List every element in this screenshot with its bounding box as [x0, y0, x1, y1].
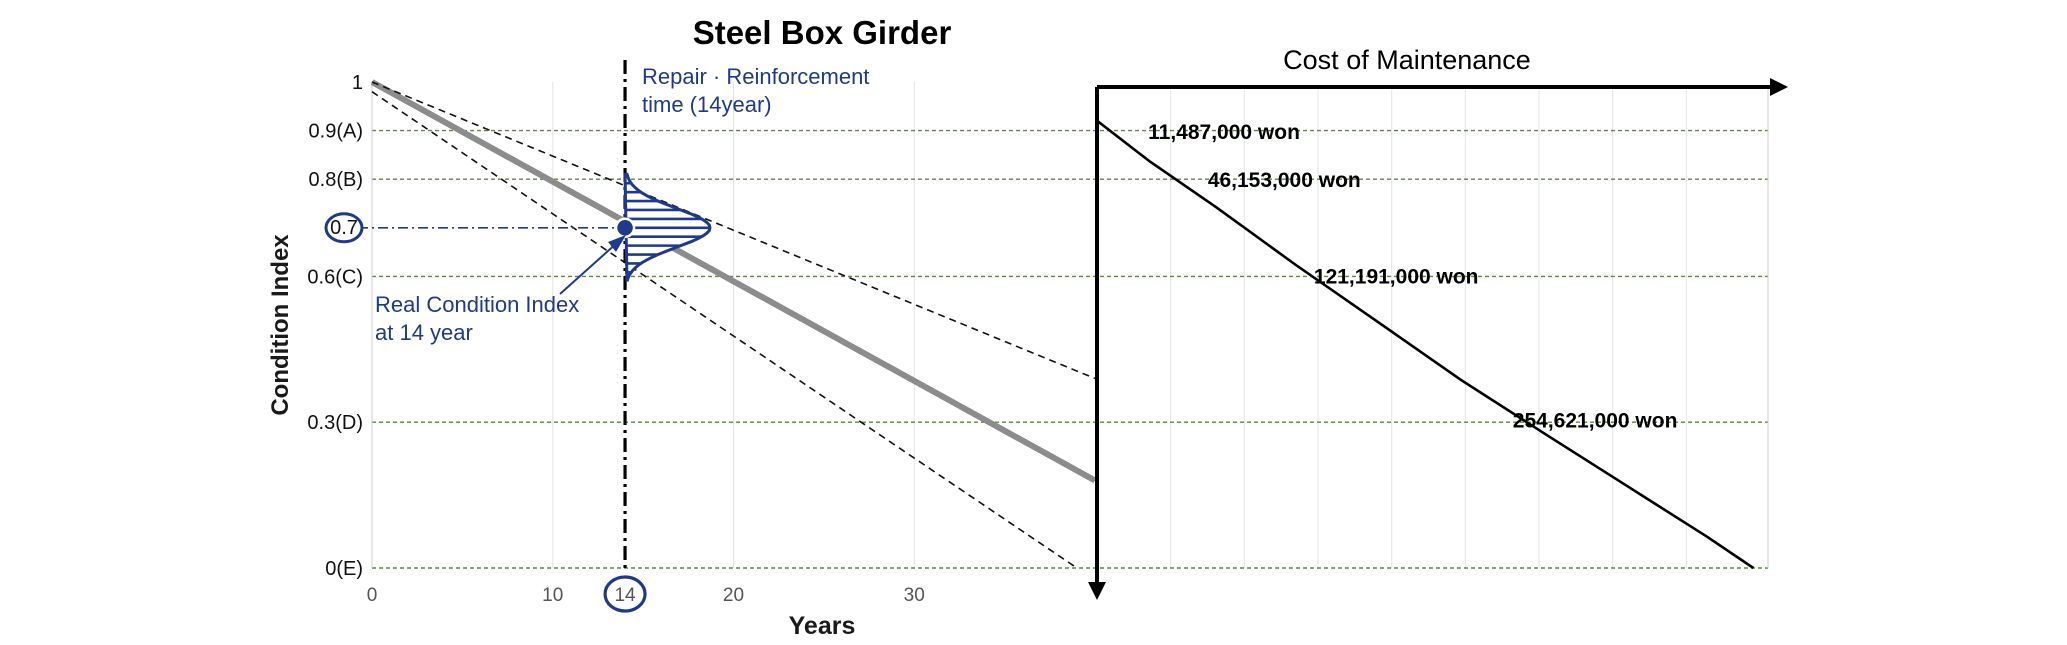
- grid-layer: [371, 82, 1769, 569]
- cost-data-label: 121,191,000 won: [1314, 265, 1479, 288]
- cost-data-label: 46,153,000 won: [1208, 169, 1361, 192]
- annotation-arrow: [559, 241, 619, 295]
- series-layer: [358, 60, 1097, 569]
- y-tick-label: 0.9(A): [309, 121, 363, 143]
- annotation-arrowhead: [608, 235, 626, 252]
- series-mean: [370, 79, 1097, 484]
- cost-chart-title: Cost of Maintenance: [1283, 45, 1531, 75]
- real-condition-point: [614, 217, 636, 239]
- series-upper-bound: [371, 81, 1096, 380]
- cost-axis-down-arrow: [1088, 582, 1106, 600]
- series-lower-bound: [371, 91, 1078, 569]
- x-tick-label: 0: [367, 585, 378, 606]
- repair-time-tick-circle: [603, 575, 647, 613]
- cost-data-label: 254,621,000 won: [1513, 410, 1678, 433]
- y-tick-label: 0.3(D): [307, 412, 363, 434]
- chart-title: Steel Box Girder: [693, 14, 952, 51]
- x-tick-label: 20: [723, 585, 744, 606]
- axes-layer: 1 0.9(A) 0.8(B) 0.7 0.6(C) 0.3(D) 0(E)0 10 14 20 3…: [307, 72, 1788, 613]
- annotation-layer: Repair · Reinforcement time (14year) Real …: [375, 64, 869, 345]
- repair-time-annotation: Repair · Reinforcement: [642, 64, 869, 89]
- x-tick-label: 30: [904, 585, 925, 606]
- repair-time-annotation: time (14year): [642, 92, 772, 117]
- cost-axis-right-arrow: [1770, 78, 1788, 96]
- cost-curve: [1096, 119, 1755, 570]
- y-tick-label: 0.6(C): [307, 266, 363, 288]
- x-tick-label: 14: [614, 585, 636, 606]
- x-tick-label: 10: [542, 585, 563, 606]
- y-tick-label: 0.7: [330, 217, 358, 239]
- cost-layer: 11,487,000 won 46,153,000 won 121,191,000 …: [1096, 119, 1755, 570]
- x-axis-label: Years: [789, 612, 856, 640]
- y-tick-label: 1: [352, 72, 363, 94]
- y-axis-label: Condition Index: [267, 234, 294, 416]
- y-tick-label: 0(E): [325, 558, 363, 580]
- real-condition-tick-circle: [324, 212, 364, 244]
- real-condition-annotation: Real Condition Index: [375, 292, 579, 317]
- cost-data-label: 11,487,000 won: [1148, 121, 1300, 144]
- y-tick-label: 0.8(B): [309, 169, 363, 191]
- real-condition-annotation: at 14 year: [375, 320, 473, 345]
